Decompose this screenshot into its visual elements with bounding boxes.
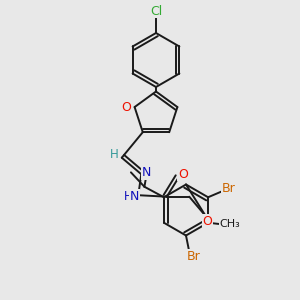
- Text: O: O: [202, 215, 212, 228]
- Text: Br: Br: [187, 250, 200, 263]
- Text: H: H: [110, 148, 118, 160]
- Text: O: O: [178, 168, 188, 181]
- Text: O: O: [121, 100, 131, 113]
- Text: CH₃: CH₃: [220, 219, 240, 229]
- Text: H: H: [124, 190, 133, 203]
- Text: N: N: [130, 190, 139, 203]
- Text: N: N: [142, 166, 152, 179]
- Text: Cl: Cl: [150, 4, 162, 18]
- Text: Br: Br: [222, 182, 236, 195]
